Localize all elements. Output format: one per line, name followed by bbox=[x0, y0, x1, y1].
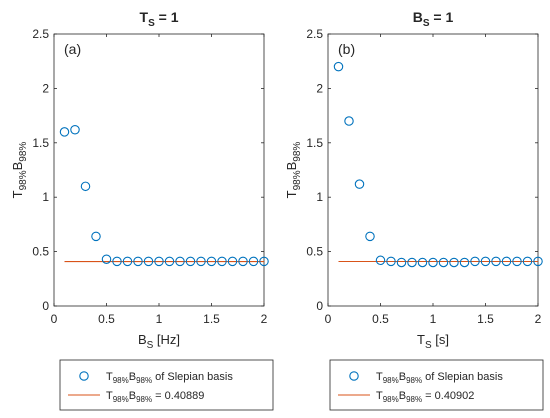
y-tick-label: 1.5 bbox=[306, 136, 323, 150]
data-point bbox=[501, 256, 512, 267]
legend-box bbox=[59, 359, 274, 411]
data-point bbox=[112, 256, 122, 267]
data-point bbox=[417, 257, 428, 268]
y-axis-label: T98%B98% bbox=[284, 142, 303, 199]
data-point bbox=[248, 256, 259, 267]
x-tick-label: 1.5 bbox=[477, 312, 494, 326]
x-tick-label: 0 bbox=[51, 312, 58, 326]
chart-panel-a: 0 0.5 1 1.5 2 0 0.5 1 1.5 2 2.5 (a) TS = 1 BS [Hz] T98… bbox=[10, 9, 274, 411]
data-point bbox=[449, 257, 459, 268]
data-point bbox=[386, 256, 396, 267]
legend-marker-symbol bbox=[79, 371, 89, 381]
legend: T98%B98% of Slepian basis T98%B98% = 0.40… bbox=[59, 359, 274, 411]
data-point bbox=[227, 256, 238, 267]
y-tick-label: 0.5 bbox=[32, 245, 49, 259]
data-point bbox=[143, 256, 154, 267]
legend-marker-symbol bbox=[349, 371, 359, 381]
data-point bbox=[491, 256, 501, 267]
data-point bbox=[154, 256, 164, 267]
y-tick-label: 1 bbox=[316, 190, 323, 204]
x-tick-label: 2 bbox=[535, 312, 542, 326]
y-tick-label: 0 bbox=[316, 299, 323, 313]
data-point bbox=[122, 256, 133, 267]
x-tick-label: 1 bbox=[156, 312, 163, 326]
plot-area bbox=[53, 33, 265, 307]
x-tick-label: 0.5 bbox=[98, 312, 115, 326]
legend-entry-line: T98%B98% = 0.40889 bbox=[106, 390, 204, 404]
y-tick-label: 1 bbox=[42, 190, 49, 204]
data-point bbox=[354, 179, 365, 189]
plot-area bbox=[327, 33, 539, 307]
data-point bbox=[164, 256, 175, 267]
x-axis-label: TS [s] bbox=[417, 332, 449, 351]
y-tick-label: 2 bbox=[42, 81, 49, 95]
x-axis-label: BS [Hz] bbox=[138, 332, 180, 351]
data-point bbox=[217, 256, 227, 267]
data-point bbox=[238, 256, 248, 267]
x-tick-label: 0 bbox=[325, 312, 332, 326]
data-point bbox=[375, 255, 386, 266]
legend-entry-scatter: T98%B98% of Slepian basis bbox=[376, 371, 503, 385]
data-point bbox=[80, 181, 91, 192]
y-tick-label: 0 bbox=[42, 299, 49, 313]
data-point bbox=[470, 256, 480, 267]
x-tick-label: 1.5 bbox=[203, 312, 220, 326]
x-tick-label: 1 bbox=[430, 312, 437, 326]
data-point bbox=[396, 257, 407, 268]
y-tick-label: 2.5 bbox=[32, 27, 49, 41]
data-point bbox=[91, 231, 101, 242]
data-point bbox=[533, 256, 543, 267]
y-tick-label: 2.5 bbox=[306, 27, 323, 41]
data-point bbox=[70, 124, 80, 135]
data-point bbox=[196, 256, 206, 267]
legend-entry-scatter: T98%B98% of Slepian basis bbox=[106, 371, 233, 385]
data-point bbox=[101, 254, 112, 264]
data-point bbox=[428, 257, 438, 268]
y-tick-label: 2 bbox=[316, 81, 323, 95]
y-tick-label: 0.5 bbox=[306, 245, 323, 259]
data-point bbox=[175, 256, 185, 267]
panel-label: (a) bbox=[64, 41, 81, 57]
data-point bbox=[59, 127, 70, 137]
data-point bbox=[407, 257, 417, 268]
data-point bbox=[522, 256, 533, 267]
data-point bbox=[259, 256, 269, 267]
data-point bbox=[185, 256, 196, 267]
panel-label: (b) bbox=[338, 41, 355, 57]
chart-title: BS = 1 bbox=[413, 9, 454, 29]
data-point bbox=[512, 256, 522, 267]
data-point bbox=[333, 61, 344, 72]
chart-panel-b: 0 0.5 1 1.5 2 0 0.5 1 1.5 2 2.5 (b) BS = 1 TS [s] T98%… bbox=[284, 9, 544, 411]
data-point bbox=[133, 256, 143, 267]
legend-entry-line: T98%B98% = 0.40902 bbox=[376, 390, 474, 404]
data-point bbox=[365, 231, 375, 242]
data-point bbox=[438, 257, 449, 268]
y-axis-label: T98%B98% bbox=[10, 142, 29, 199]
legend: T98%B98% of Slepian basis T98%B98% = 0.40… bbox=[329, 359, 544, 411]
x-tick-label: 2 bbox=[261, 312, 268, 326]
x-tick-label: 0.5 bbox=[372, 312, 389, 326]
data-point bbox=[344, 116, 354, 126]
y-tick-label: 1.5 bbox=[32, 136, 49, 150]
legend-box bbox=[329, 359, 544, 411]
chart-title: TS = 1 bbox=[140, 9, 179, 29]
data-point bbox=[206, 256, 217, 267]
data-point bbox=[480, 256, 491, 267]
data-point bbox=[459, 257, 470, 268]
